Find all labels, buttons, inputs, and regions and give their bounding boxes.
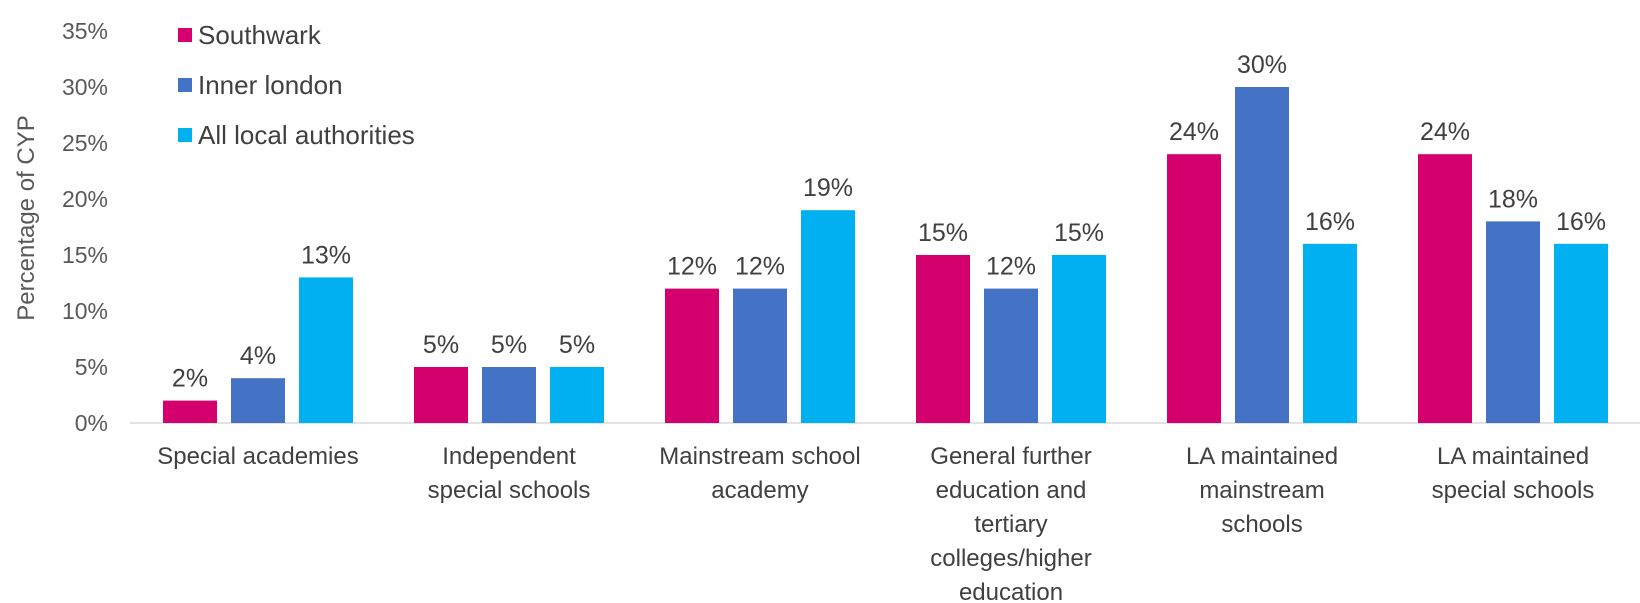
data-label: 5% (559, 331, 595, 359)
bar (665, 288, 719, 423)
y-tick-label: 5% (75, 354, 108, 380)
bars (163, 87, 1608, 423)
category-label: tertiary (974, 511, 1047, 538)
legend-swatch (178, 28, 192, 42)
bar (1235, 87, 1289, 423)
y-tick-label: 20% (62, 186, 108, 212)
bar (1303, 243, 1357, 423)
legend: Southwark Inner london All local authoriti… (178, 20, 415, 150)
data-label: 5% (491, 331, 527, 359)
y-tick-label: 0% (75, 410, 108, 436)
bar (482, 367, 536, 423)
data-label: 19% (803, 174, 853, 202)
legend-entry: Inner london (198, 70, 343, 100)
bar (414, 367, 468, 423)
bar (984, 288, 1038, 423)
bar (1052, 255, 1106, 423)
category-label: education and (936, 477, 1087, 504)
data-label: 12% (667, 253, 717, 281)
category-label: Independent (442, 443, 576, 470)
bar (163, 400, 217, 423)
data-label: 12% (986, 253, 1036, 281)
category-label: schools (1221, 511, 1302, 538)
bar (916, 255, 970, 423)
category-label: LA maintained (1186, 443, 1338, 470)
category-label: education (959, 579, 1063, 603)
bar (299, 277, 353, 423)
data-label: 2% (172, 365, 208, 393)
category-label: colleges/higher (930, 545, 1091, 572)
bar (1486, 221, 1540, 423)
data-label: 24% (1169, 118, 1219, 146)
data-label: 16% (1556, 208, 1606, 236)
data-label: 24% (1420, 118, 1470, 146)
category-label: special schools (1432, 477, 1595, 504)
data-label: 5% (423, 331, 459, 359)
y-tick-label: 15% (62, 242, 108, 268)
category-label: Special academies (157, 443, 358, 470)
bar (1418, 154, 1472, 423)
y-axis-ticks: 0% 5% 10% 15% 20% 25% 30% 35% (62, 18, 108, 436)
category-label: Mainstream school (659, 443, 860, 470)
legend-entry: All local authorities (198, 120, 415, 150)
y-tick-label: 35% (62, 18, 108, 44)
data-label: 15% (1054, 219, 1104, 247)
bar (1167, 154, 1221, 423)
y-tick-label: 10% (62, 298, 108, 324)
y-axis-label: Percentage of CYP (13, 115, 40, 320)
y-tick-label: 25% (62, 130, 108, 156)
data-label: 16% (1305, 208, 1355, 236)
bar (733, 288, 787, 423)
data-label: 4% (240, 342, 276, 370)
category-label: LA maintained (1437, 443, 1589, 470)
data-label: 18% (1488, 185, 1538, 213)
category-label: special schools (428, 477, 591, 504)
bar (1554, 243, 1608, 423)
legend-entry: Southwark (198, 20, 322, 50)
data-label: 13% (301, 241, 351, 269)
bar (801, 210, 855, 423)
data-label: 30% (1237, 51, 1287, 79)
data-labels: 2% 5% 12% 15% 24% 24% 4% 5% 12% 12% 30% 18% 13% 5% 19%… (172, 51, 1606, 393)
category-label: General further (930, 443, 1091, 470)
legend-swatch (178, 78, 192, 92)
category-label: academy (711, 477, 808, 504)
bar (550, 367, 604, 423)
bar (231, 378, 285, 423)
legend-swatch (178, 128, 192, 142)
data-label: 12% (735, 253, 785, 281)
y-tick-label: 30% (62, 74, 108, 100)
data-label: 15% (918, 219, 968, 247)
category-label: mainstream (1199, 477, 1324, 504)
category-labels: Special academies Independent special scho… (157, 443, 1594, 603)
